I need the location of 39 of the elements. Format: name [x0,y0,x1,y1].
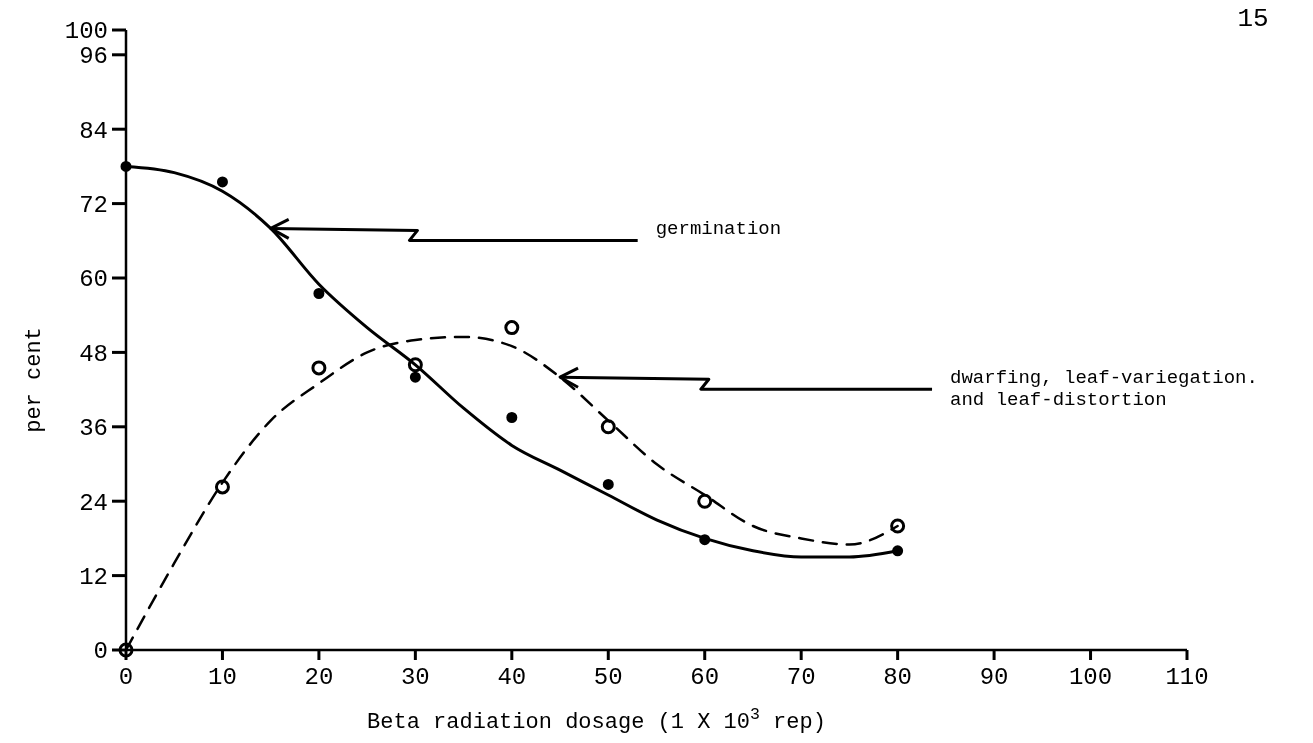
point [600,419,616,435]
x-tick-label: 60 [690,664,720,691]
y-tick-label: 36 [79,415,108,443]
x-tick-label: 40 [497,664,527,691]
point [407,357,423,373]
y-axis-title: per cent [22,327,47,433]
y-tick-label: 12 [79,564,108,591]
y-tick-label: 84 [79,117,108,145]
point [214,479,230,495]
annotation: germination [655,218,782,241]
x-axis-title: Beta radiation dosage (1 X 10$^{3}$ rep) [367,704,826,735]
x-tick-label: 0 [118,664,134,691]
point [697,493,713,509]
x-tick-label: 80 [883,664,913,691]
y-tick-label: 72 [79,192,108,219]
point [602,478,614,490]
y-tick-label: 100 [64,18,108,46]
x-tick-label: 90 [979,664,1009,691]
point [409,371,421,383]
x-tick-label: 110 [1165,664,1209,691]
y-tick-label: 0 [93,638,108,666]
text: 15 [1237,4,1269,34]
annotation: dwarfing, leaf-variegation. and leaf-distortion [950,367,1258,412]
x-tick-label: 70 [786,664,816,691]
point [504,320,520,336]
x-tick-label: 50 [593,664,623,691]
x-tick-label: 100 [1068,664,1113,691]
point [890,518,906,534]
y-tick-label: 60 [79,266,108,294]
y-tick-label: 96 [79,43,108,71]
y-tick-label: 48 [79,340,108,368]
x-tick-label: 10 [208,664,237,691]
y-tick-label: 24 [79,489,108,517]
point [216,176,228,188]
point [311,360,327,376]
x-tick-label: 30 [400,664,430,691]
x-tick-label: 20 [304,664,334,691]
point [506,412,518,423]
point [313,288,325,299]
